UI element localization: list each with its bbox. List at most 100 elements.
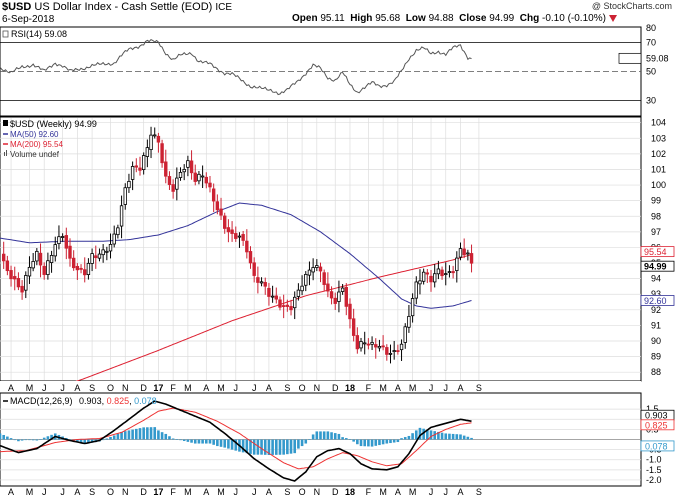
- histogram-bar: [175, 439, 179, 440]
- histogram-bar: [186, 439, 190, 442]
- month-tick-label: D: [332, 383, 339, 393]
- histogram-bar: [79, 439, 83, 443]
- month-tick-label: J: [444, 487, 449, 497]
- histogram-bar: [131, 429, 134, 440]
- rsi-panel: 30 50 70 80 59.08: [0, 23, 669, 117]
- price-right-labels: 95.54 94.99 92.60: [640, 246, 675, 306]
- candle-body: [219, 208, 223, 216]
- candle-body: [86, 262, 91, 276]
- price-tick-label: 91: [651, 320, 661, 330]
- candle-body: [293, 296, 297, 309]
- histogram-bar: [293, 439, 297, 454]
- histogram-bar: [146, 427, 149, 440]
- histogram-bar: [374, 439, 378, 446]
- candle-body: [138, 167, 142, 171]
- month-tick-label: J: [429, 383, 434, 393]
- candle-body: [355, 335, 360, 350]
- histogram-bar: [76, 439, 79, 443]
- candle-body: [388, 352, 393, 355]
- candle-body: [348, 303, 352, 320]
- ma50-legend-text: MA(50) 92.60: [10, 130, 59, 139]
- histogram-bar: [330, 432, 333, 440]
- histogram-bar: [46, 436, 50, 440]
- histogram-bar: [208, 439, 212, 444]
- rsi-value-label: 59.08: [646, 53, 669, 63]
- candle-body: [351, 318, 356, 336]
- candle-body: [1, 253, 6, 262]
- month-tick-label: S: [476, 383, 482, 393]
- volume-legend-icon-bar: [6, 150, 7, 156]
- candle-body: [46, 260, 50, 275]
- price-legend: $USD (Weekly) 94.99 MA(50) 92.60 MA(200)…: [3, 119, 97, 159]
- histogram-bar: [348, 438, 352, 440]
- month-tick-label: J: [60, 487, 65, 497]
- histogram-bar: [466, 436, 470, 440]
- candle-body: [407, 315, 411, 328]
- month-tick-label: J: [234, 383, 239, 393]
- month-tick-label: 17: [153, 383, 163, 393]
- month-tick-label: S: [89, 383, 95, 393]
- histogram-legend-value: 0.078: [134, 396, 157, 406]
- histogram-bar: [116, 433, 120, 440]
- candle-body: [79, 267, 83, 270]
- histogram-bar: [20, 439, 24, 441]
- candle-body: [156, 135, 161, 143]
- month-tick-label: D: [140, 487, 147, 497]
- histogram-bar: [407, 435, 411, 440]
- price-tick-label: 90: [651, 336, 661, 346]
- month-tick-label: M: [217, 487, 225, 497]
- month-tick-label: M: [379, 383, 387, 393]
- histogram-bar: [396, 439, 400, 443]
- macd-legend-sep1: ,: [102, 396, 107, 406]
- candle-body: [49, 255, 54, 263]
- candle-body: [83, 269, 87, 276]
- candle-body: [223, 215, 227, 229]
- candle-body: [112, 233, 116, 245]
- month-tick-label: S: [89, 487, 95, 497]
- month-tick-label: M: [217, 383, 225, 393]
- macd-right-box-signal: [640, 419, 675, 431]
- candle-body: [252, 262, 256, 276]
- candle-body: [38, 252, 43, 266]
- month-tick-label: J: [429, 487, 434, 497]
- candle-body: [322, 272, 326, 285]
- month-tick-label: A: [395, 383, 401, 393]
- histogram-bar: [274, 439, 278, 455]
- histogram-bar: [230, 439, 234, 450]
- histogram-bar: [319, 431, 322, 440]
- month-tick-label: M: [379, 487, 387, 497]
- month-tick-label: M: [409, 487, 417, 497]
- exchange: ICE: [215, 2, 233, 13]
- histogram-bar: [337, 433, 341, 440]
- month-tick-label: M: [184, 383, 192, 393]
- histogram-bar: [101, 439, 105, 441]
- rsi-tick-label: 80: [646, 23, 656, 33]
- price-tick-label: 104: [651, 118, 666, 128]
- open-value: 95.11: [320, 13, 345, 24]
- histogram-bar: [105, 438, 109, 440]
- histogram-bar: [13, 439, 17, 441]
- price-tick-label: 101: [651, 164, 666, 174]
- candle-body: [57, 236, 61, 244]
- macd-right-label-histogram: 0.078: [645, 441, 668, 451]
- month-axis-band: [0, 381, 641, 393]
- histogram-bar: [286, 439, 289, 455]
- candle-body: [385, 347, 389, 355]
- candle-body: [455, 257, 459, 271]
- histogram-bar: [267, 439, 271, 456]
- candle-body: [337, 291, 341, 302]
- candle-body: [315, 265, 319, 268]
- histogram-bar: [168, 436, 171, 440]
- histogram-bar: [35, 439, 39, 441]
- candle-body: [270, 295, 275, 298]
- month-tick-label: S: [284, 383, 290, 393]
- chg-value: -0.10 (-0.10%): [542, 13, 606, 24]
- macd-right-box-histogram: [640, 440, 675, 452]
- month-tick-label: A: [395, 487, 401, 497]
- macd-legend-sep2: ,: [129, 396, 134, 406]
- month-tick-label: A: [74, 383, 80, 393]
- candle-body: [414, 281, 418, 299]
- histogram-bar: [204, 439, 208, 444]
